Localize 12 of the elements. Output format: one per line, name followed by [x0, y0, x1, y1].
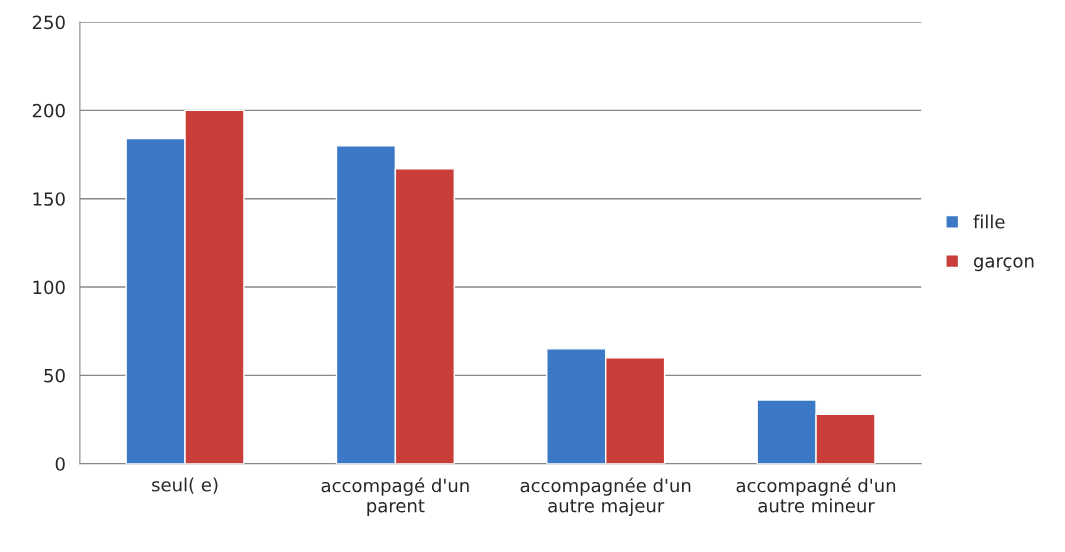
y-tick-label: 50: [44, 368, 65, 383]
legend-label: garçon: [973, 257, 1034, 272]
x-tick-label: accompagé d'un parent: [321, 477, 469, 516]
y-tick-label: 100: [33, 280, 65, 295]
y-tick-label: 0: [55, 457, 65, 471]
x-tick-label: accompagnée d'un autre majeur: [520, 477, 691, 516]
y-tick-label: 150: [33, 192, 65, 206]
x-tick-label: seul( e): [152, 477, 218, 494]
legend-label: fille: [973, 214, 1005, 229]
y-tick-label: 200: [32, 103, 65, 118]
y-tick-label: 250: [32, 15, 65, 30]
x-tick-label: accompagné d'un autre mineur: [736, 477, 896, 513]
